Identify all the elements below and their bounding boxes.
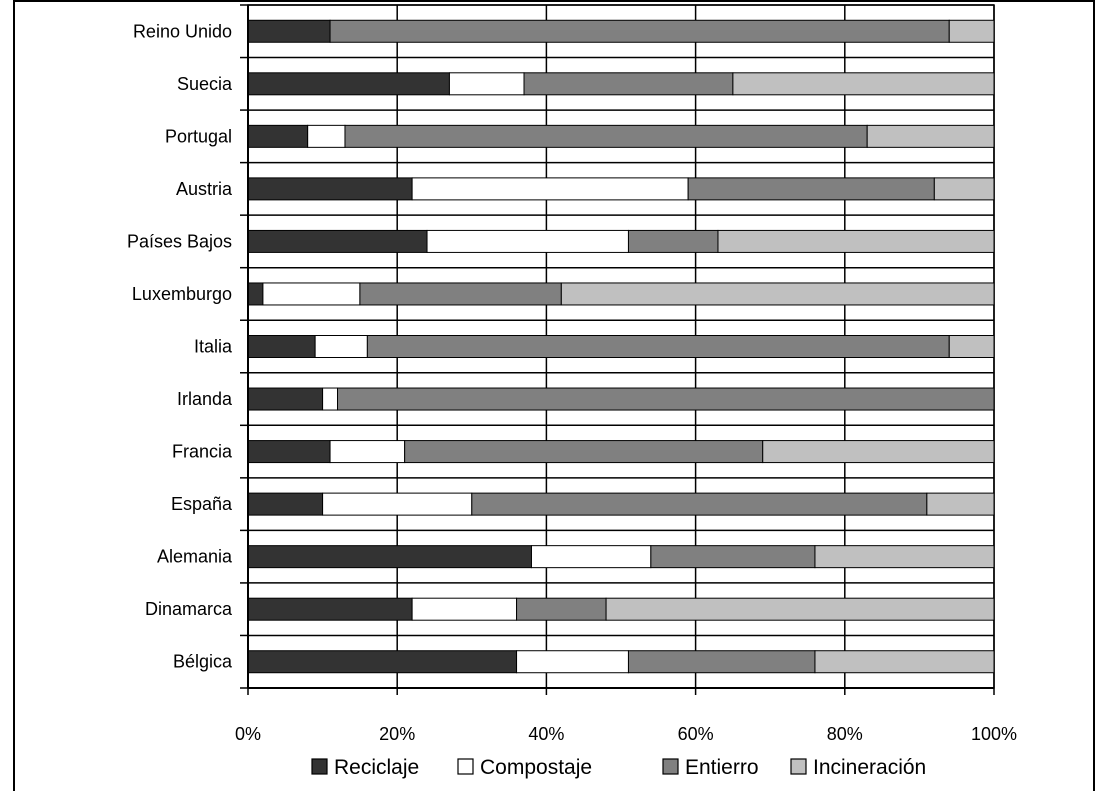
bar-segment-compostaje (411, 177, 689, 201)
y-tick-label: Portugal (165, 126, 232, 146)
bar-segment-reciclaje (247, 492, 324, 516)
bar-segment-incineración (762, 440, 995, 464)
legend-swatch-reciclaje (311, 758, 328, 775)
y-tick-label: Italia (194, 337, 233, 357)
legend-swatch-entierro (662, 758, 679, 775)
y-tick-label: Países Bajos (127, 231, 232, 251)
y-tick-label: España (171, 494, 233, 514)
bar-segment-compostaje (516, 650, 629, 674)
legend-swatch-incineración (790, 758, 807, 775)
bar-segment-reciclaje (247, 282, 264, 306)
bar-segment-compostaje (314, 335, 368, 358)
bar-segment-reciclaje (247, 19, 331, 43)
bar-segment-entierro (359, 282, 562, 306)
bar-segment-entierro (366, 335, 950, 358)
bar-segment-incineración (933, 177, 995, 201)
bar-segment-reciclaje (247, 72, 450, 96)
x-tick-label: 0% (235, 724, 261, 744)
bar-segment-incineración (948, 335, 995, 358)
bar-segment-compostaje (426, 229, 629, 253)
legend-label: Incineración (813, 756, 926, 779)
legend-label: Entierro (685, 756, 759, 779)
bar-segment-incineración (814, 650, 995, 674)
bar-segment-incineración (814, 545, 995, 569)
bar-segment-entierro (687, 177, 935, 201)
legend: Reciclaje Compostaje Entierro Incineración (311, 756, 926, 779)
bar-segment-compostaje (530, 545, 652, 569)
y-tick-label: Luxemburgo (132, 284, 232, 304)
bar-segment-reciclaje (247, 387, 324, 411)
bar-segment-incineración (717, 229, 995, 253)
bar-segment-entierro (337, 387, 995, 411)
bar-segment-compostaje (448, 72, 525, 96)
bar-segment-compostaje (322, 387, 339, 411)
x-tick-label: 60% (678, 724, 714, 744)
bar-segment-entierro (650, 545, 816, 569)
bar-segment-incineración (866, 124, 995, 148)
bar-segment-entierro (344, 124, 868, 148)
y-tick-label: Suecia (177, 74, 233, 94)
bar-segment-entierro (627, 229, 719, 253)
bar-segment-reciclaje (247, 177, 413, 201)
legend-label: Reciclaje (334, 756, 419, 779)
bar-segment-incineración (605, 597, 995, 621)
bar-segment-entierro (516, 597, 607, 621)
axes (240, 4, 995, 695)
bar-segment-incineración (926, 492, 995, 516)
bar-segment-reciclaje (247, 650, 518, 674)
bars (247, 19, 995, 674)
bar-segment-reciclaje (247, 440, 331, 464)
legend-swatch-compostaje (457, 758, 474, 775)
legend-label: Compostaje (480, 756, 592, 779)
y-tick-label: Reino Unido (133, 21, 232, 41)
x-tick-label: 100% (971, 724, 1017, 744)
bar-segment-entierro (404, 440, 764, 464)
bar-segment-entierro (523, 72, 734, 96)
bar-segment-reciclaje (247, 124, 309, 148)
bar-segment-compostaje (329, 440, 406, 464)
x-tick-label: 80% (827, 724, 863, 744)
bar-segment-incineración (560, 282, 995, 306)
y-tick-label: Bélgica (173, 652, 233, 672)
bar-segment-incineración (948, 19, 995, 43)
bar-segment-entierro (471, 492, 928, 516)
y-tick-label: Francia (172, 442, 233, 462)
x-tick-label: 40% (528, 724, 564, 744)
bar-segment-reciclaje (247, 545, 532, 569)
axis-labels: Reino Unido Suecia Portugal Austria Países B… (127, 21, 1017, 744)
bar-segment-compostaje (307, 124, 346, 148)
y-tick-label: Dinamarca (145, 599, 233, 619)
bar-segment-compostaje (322, 492, 473, 516)
y-tick-label: Irlanda (177, 389, 233, 409)
bar-segment-reciclaje (247, 229, 428, 253)
bar-segment-reciclaje (247, 335, 316, 358)
y-tick-label: Alemania (157, 547, 233, 567)
bar-segment-entierro (627, 650, 816, 674)
bar-segment-reciclaje (247, 597, 413, 621)
bar-segment-compostaje (411, 597, 518, 621)
bar-segment-compostaje (262, 282, 361, 306)
y-tick-label: Austria (176, 179, 233, 199)
bar-segment-incineración (732, 72, 995, 96)
bar-segment-entierro (329, 19, 950, 43)
x-tick-label: 20% (379, 724, 415, 744)
